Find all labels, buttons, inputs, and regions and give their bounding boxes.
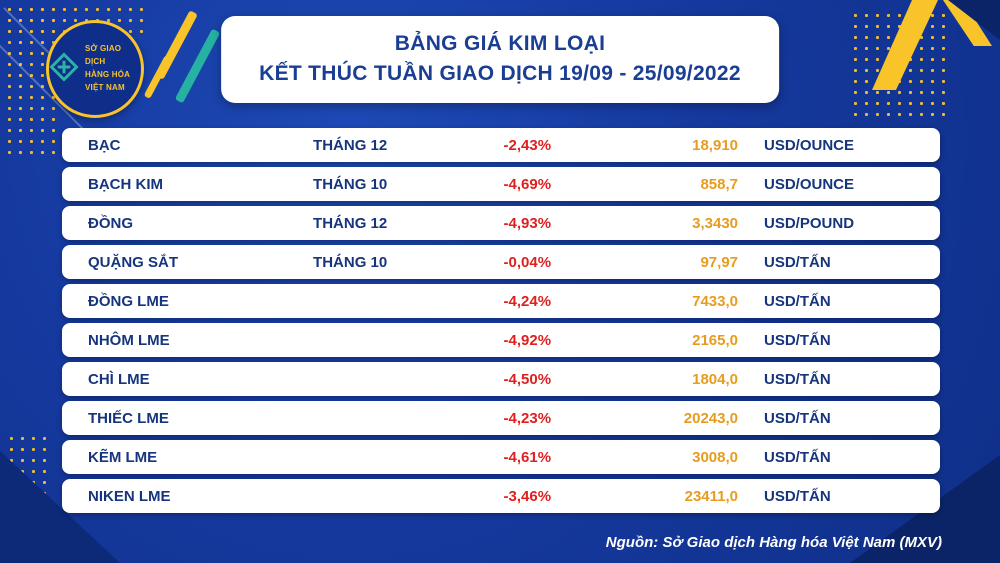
price-unit: USD/TẤN [764,409,831,427]
commodity-name: BẠC [88,136,121,154]
price-unit: USD/TẤN [764,448,831,466]
commodity-name: KẼM LME [88,448,158,466]
price-value: 20243,0 [683,409,739,427]
price-value: 23411,0 [684,487,739,505]
table-row: KẼM LME -4,61% 3008,0 USD/TẤN [62,440,940,474]
change-percent: -4,23% [503,409,552,427]
table-row: THIẾC LME -4,23% 20243,0 USD/TẤN [62,401,940,435]
change-percent: -4,69% [503,175,552,193]
commodity-name: NHÔM LME [88,331,170,349]
commodity-name: BẠCH KIM [88,175,163,193]
price-value: 97,97 [700,253,739,271]
price-unit: USD/TẤN [764,292,831,310]
contract-month: THÁNG 10 [313,175,388,193]
change-percent: -4,61% [503,448,552,466]
table-row: ĐỒNG THÁNG 12 -4,93% 3,3430 USD/POUND [62,206,940,240]
change-percent: -4,92% [503,331,552,349]
logo-line: HÀNG HÓA [85,70,131,79]
table-row: BẠC THÁNG 12 -2,43% 18,910 USD/OUNCE [62,128,940,162]
contract-month: THÁNG 12 [313,136,388,154]
change-percent: -0,04% [503,253,552,271]
change-percent: -4,50% [503,370,552,388]
price-unit: USD/TẤN [764,253,831,271]
price-value: 3008,0 [692,448,739,466]
commodity-name: NIKEN LME [88,487,171,505]
price-table: BẠC THÁNG 12 -2,43% 18,910 USD/OUNCE BẠC… [62,128,940,518]
price-value: 18,910 [692,136,739,154]
price-unit: USD/TẤN [764,331,831,349]
mxv-logo-text: SỞ GIAO DỊCH HÀNG HÓA VIỆT NAM [85,43,141,94]
page-title-line1: BẢNG GIÁ KIM LOẠI [394,32,606,55]
price-unit: USD/OUNCE [764,136,855,154]
table-row: BẠCH KIM THÁNG 10 -4,69% 858,7 USD/OUNCE [62,167,940,201]
commodity-name: THIẾC LME [88,409,169,427]
price-unit: USD/TẤN [764,370,831,388]
price-unit: USD/POUND [764,214,855,232]
price-value: 2165,0 [692,331,739,349]
price-value: 1804,0 [692,370,739,388]
price-value: 858,7 [700,175,739,193]
change-percent: -3,46% [503,487,552,505]
table-row: QUẶNG SẮT THÁNG 10 -0,04% 97,97 USD/TẤN [62,245,940,279]
table-row: NIKEN LME -3,46% 23411,0 USD/TẤN [62,479,940,513]
mxv-logo: SỞ GIAO DỊCH HÀNG HÓA VIỆT NAM [46,20,144,118]
title-banner: BẢNG GIÁ KIM LOẠI KẾT THÚC TUẦN GIAO DỊC… [221,16,779,103]
price-unit: USD/OUNCE [764,175,855,193]
commodity-name: QUẶNG SẮT [88,253,178,271]
logo-line: SỞ GIAO DỊCH [85,44,122,67]
logo-line: VIỆT NAM [85,82,125,92]
source-note: Nguồn: Sở Giao dịch Hàng hóa Việt Nam (M… [605,534,942,551]
price-value: 3,3430 [692,214,739,232]
table-row: NHÔM LME -4,92% 2165,0 USD/TẤN [62,323,940,357]
price-unit: USD/TẤN [764,487,831,505]
commodity-name: ĐỒNG [88,214,133,232]
contract-month: THÁNG 10 [313,253,388,271]
table-row: CHÌ LME -4,50% 1804,0 USD/TẤN [62,362,940,396]
change-percent: -4,93% [503,214,552,232]
price-value: 7433,0 [692,292,739,310]
table-row: ĐỒNG LME -4,24% 7433,0 USD/TẤN [62,284,940,318]
commodity-name: ĐỒNG LME [88,292,169,310]
commodity-name: CHÌ LME [88,370,150,388]
change-percent: -2,43% [503,136,552,154]
change-percent: -4,24% [503,292,552,310]
mxv-logo-icon [49,51,79,87]
contract-month: THÁNG 12 [313,214,388,232]
yellow-slash-decoration [143,55,172,99]
page-title-line2: KẾT THÚC TUẦN GIAO DỊCH 19/09 - 25/09/20… [259,62,741,86]
